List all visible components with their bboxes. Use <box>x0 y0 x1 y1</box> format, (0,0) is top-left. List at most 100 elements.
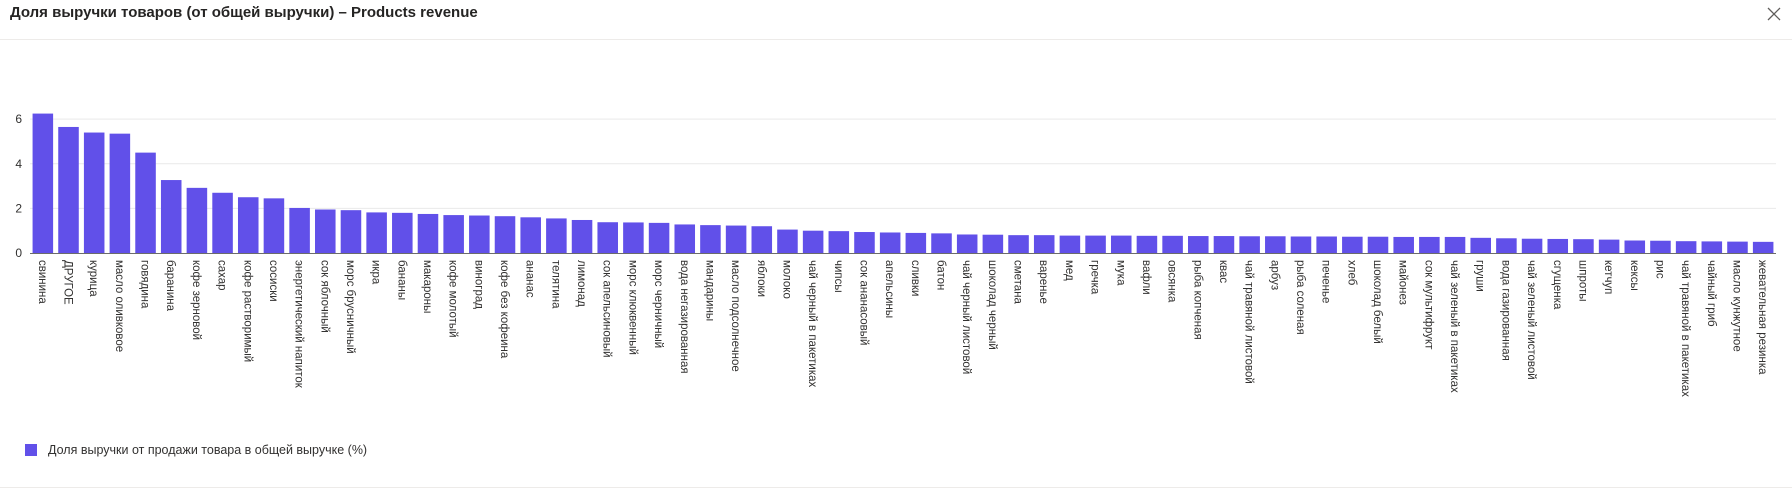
bar <box>571 219 593 253</box>
bar <box>1342 236 1363 253</box>
x-tick-label: морс черничный <box>652 260 664 348</box>
x-tick-label: батон <box>935 260 947 290</box>
x-tick-label: кофе растворимый <box>241 260 253 362</box>
x-tick-label: сахар <box>216 260 228 291</box>
bar <box>931 233 952 253</box>
bar <box>1110 235 1132 253</box>
x-tick-label: свинина <box>36 260 48 304</box>
bar <box>186 187 208 253</box>
bar <box>160 180 182 253</box>
bar <box>237 197 259 253</box>
bar <box>1444 236 1466 253</box>
bar <box>777 229 798 253</box>
bar <box>1675 241 1697 253</box>
close-icon <box>1767 7 1781 21</box>
bar <box>135 152 156 253</box>
x-tick-label: шоколад белый <box>1371 260 1383 344</box>
x-tick-label: говядина <box>139 260 151 309</box>
x-tick-label: вода негазированная <box>678 260 690 374</box>
bar <box>828 231 850 253</box>
x-tick-label: шоколад черный <box>986 260 998 350</box>
bar <box>417 213 439 253</box>
bar <box>597 222 618 253</box>
x-tick-label: курица <box>87 260 99 297</box>
bar <box>1521 238 1543 253</box>
x-tick-label: вода газированная <box>1499 260 1511 361</box>
bar <box>263 198 285 253</box>
bar <box>879 232 901 253</box>
bar <box>1367 236 1389 253</box>
x-tick-label: ДРУГОЕ <box>62 260 74 305</box>
legend-swatch <box>25 444 37 456</box>
bar <box>905 232 927 253</box>
footer-divider <box>0 487 1792 488</box>
x-tick-label: печенье <box>1320 260 1332 303</box>
bar <box>1624 240 1646 253</box>
bar <box>83 132 105 253</box>
bar <box>1239 236 1260 253</box>
bar <box>1136 235 1158 253</box>
x-tick-label: чай травяной в пакетиках <box>1679 260 1691 397</box>
bar <box>546 218 567 253</box>
bar <box>1547 238 1569 253</box>
x-tick-label: чайный гриб <box>1705 260 1717 327</box>
close-button[interactable] <box>1762 2 1786 26</box>
x-tick-label: масло подсолнечное <box>729 260 741 372</box>
x-tick-label: сок ананасовый <box>857 260 869 345</box>
bar-chart: 0 2 4 6 свинина ДРУГОЕ курица масло оливковое го… <box>15 112 1776 397</box>
bar <box>1752 241 1774 253</box>
bar <box>289 207 310 253</box>
bar <box>109 133 131 253</box>
header: Доля выручки товаров (от общей выручки) … <box>0 0 1792 40</box>
bar <box>469 215 490 253</box>
bar <box>212 192 233 253</box>
x-tick-label: рыба копченая <box>1191 260 1203 340</box>
x-tick-label: сосиски <box>267 260 279 302</box>
x-tick-label: рис <box>1653 260 1665 279</box>
x-tick-label: арбуз <box>1268 260 1280 290</box>
x-tick-label: квас <box>1217 260 1229 283</box>
bar <box>443 215 464 253</box>
bar <box>1059 235 1081 253</box>
bar <box>1265 236 1286 253</box>
x-tick-label: кофе зерновой <box>190 260 202 340</box>
x-tick-label: сок мультифрукт <box>1422 260 1434 350</box>
x-tick-label: сок яблочный <box>318 260 330 333</box>
bar <box>58 126 79 253</box>
x-tick-label: яблоки <box>755 260 767 297</box>
x-tick-label: мука <box>1114 260 1126 286</box>
x-tick-label: морс брусничный <box>344 260 356 354</box>
bar <box>366 212 387 253</box>
x-tick-label: чай зеленый в пакетиках <box>1448 260 1460 393</box>
x-tick-label: чай зеленый листовой <box>1525 260 1537 380</box>
x-tick-label: макароны <box>421 260 433 313</box>
page-title: Доля выручки товаров (от общей выручки) … <box>10 4 478 21</box>
bar <box>802 230 824 253</box>
bar <box>700 225 721 253</box>
x-tick-label: кексы <box>1628 260 1640 291</box>
bar <box>982 234 1004 253</box>
bar <box>1162 235 1183 253</box>
x-tick-label: ананас <box>524 260 536 298</box>
x-tick-label: кофе молотый <box>447 260 459 338</box>
bar <box>1188 236 1209 253</box>
bar <box>32 113 54 253</box>
x-tick-label: молоко <box>780 260 792 299</box>
x-tick-label: апельсины <box>883 260 895 318</box>
bar <box>520 217 541 253</box>
bar <box>1213 236 1235 253</box>
x-tick-label: варенье <box>1037 260 1049 304</box>
bar <box>340 210 362 253</box>
x-tick-label: баранина <box>164 260 176 312</box>
x-tick-label: жевательная резинка <box>1756 260 1768 375</box>
x-tick-label: чай травяной листовой <box>1243 260 1255 384</box>
legend-label: Доля выручки от продажи товара в общей в… <box>48 443 368 457</box>
bar <box>494 216 516 253</box>
x-tick-label: шпроты <box>1576 260 1588 302</box>
bar <box>751 226 773 253</box>
y-tick-label: 0 <box>15 246 22 260</box>
x-tick-label: мандарины <box>703 260 715 321</box>
x-tick-label: кетчуп <box>1602 260 1614 294</box>
x-tick-label: энергетический напиток <box>293 260 305 389</box>
bar <box>1033 235 1055 253</box>
